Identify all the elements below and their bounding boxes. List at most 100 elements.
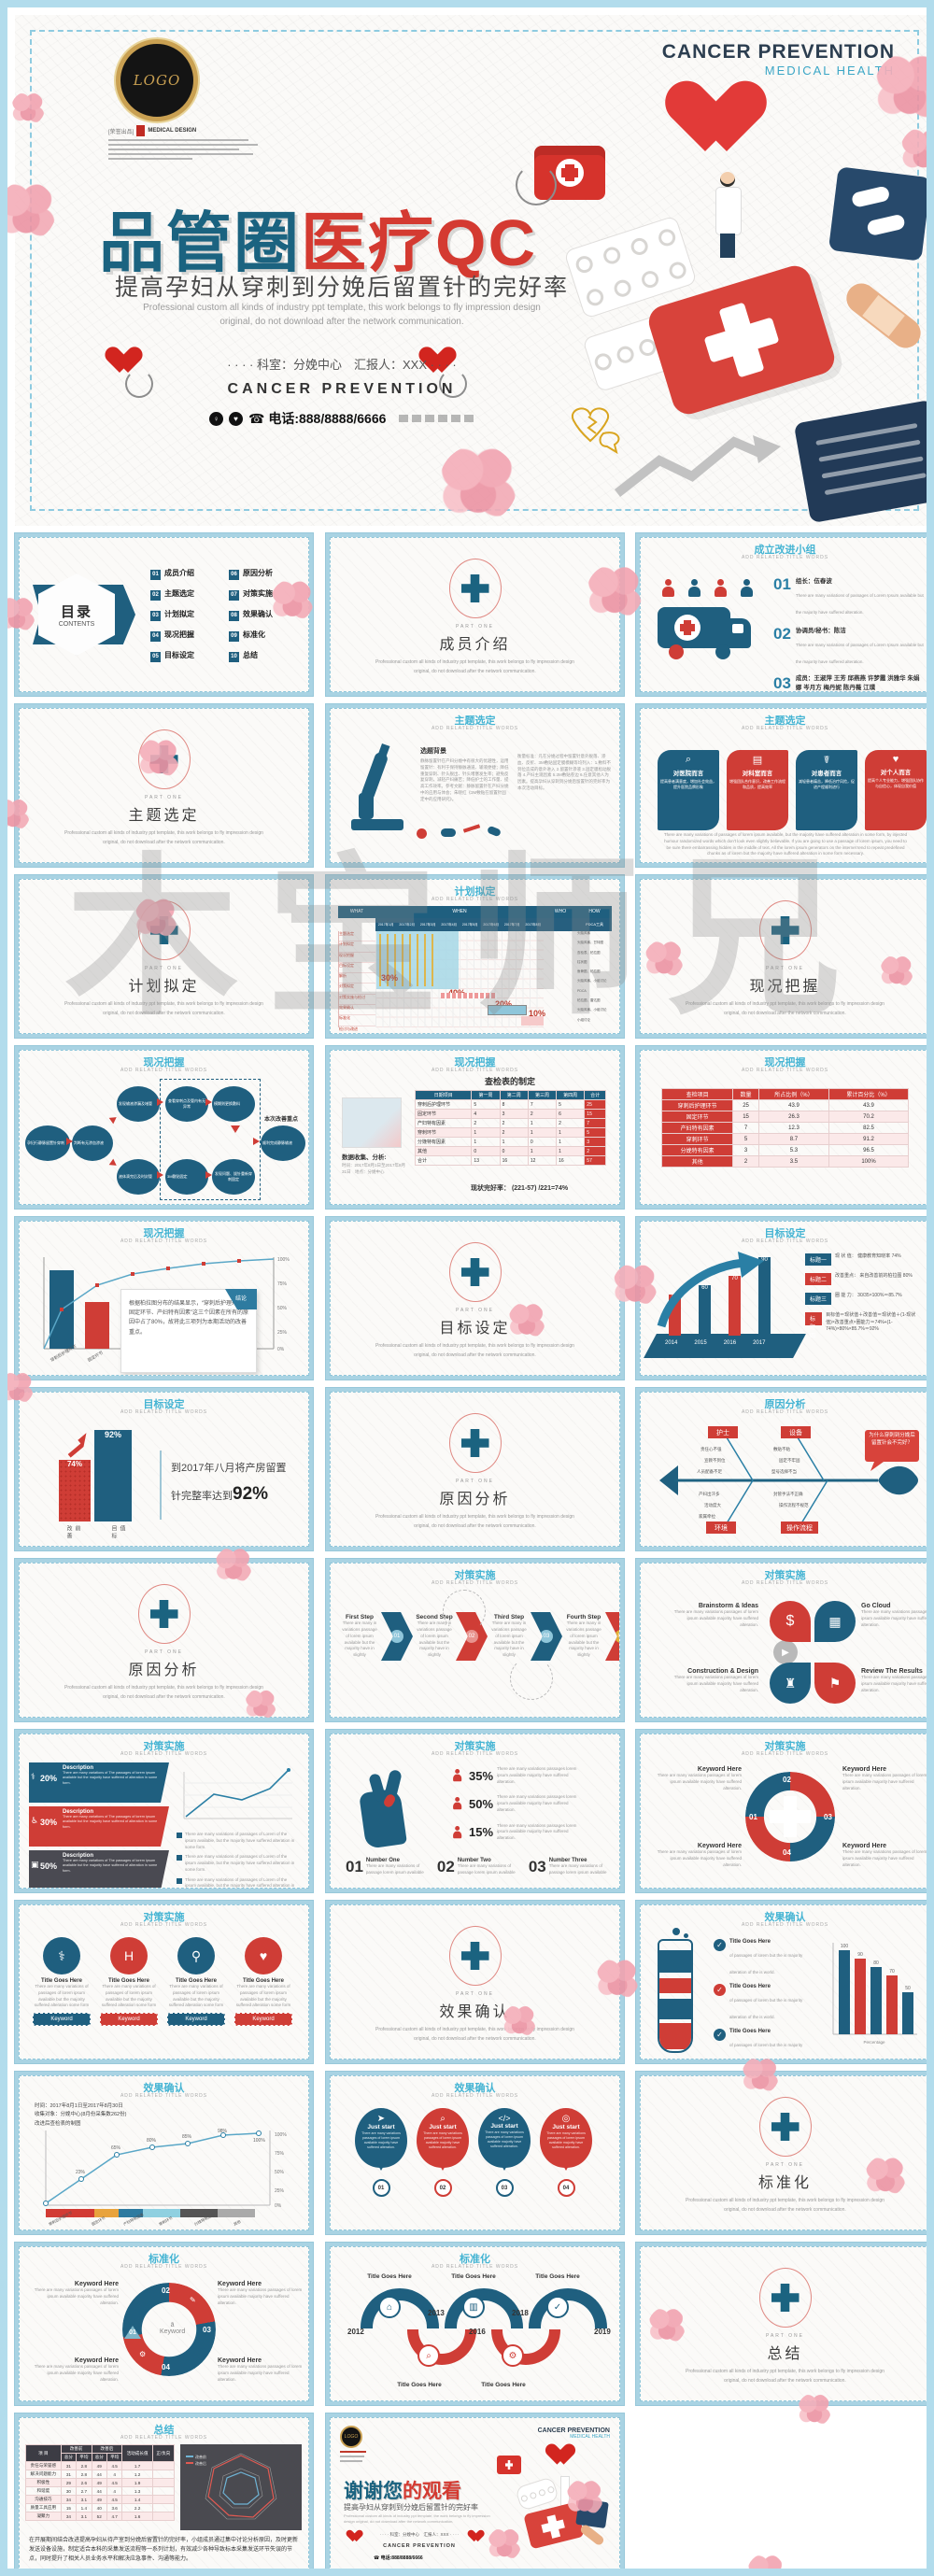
svg-text:100%: 100% xyxy=(275,2132,287,2138)
slide-28-effect-line[interactable]: 效果确认 ADD RELATED TITLE WORDS 时间：2017年8月1… xyxy=(15,2072,313,2234)
toc-item[interactable]: 03 计划拟定 xyxy=(150,609,223,630)
balloon-heart-icon xyxy=(684,82,770,168)
slide-09-section-cover[interactable]: PART ONE 现况把握 Professional custom all ki… xyxy=(636,875,927,1038)
cover-slide[interactable]: CANCER PREVENTION MEDICAL HEALTH LOGO [荣… xyxy=(15,15,927,526)
desc-banners: ⚕ 20% Description There are many variati… xyxy=(29,1762,169,1888)
gantt-chart: WHAT WHEN WHO HOW 2017年1月 2017年2月 2017年3… xyxy=(338,906,612,1031)
flower-decoration xyxy=(880,955,913,988)
first-aid-kit-icon xyxy=(497,2456,521,2474)
slide-13-pareto-chart[interactable]: 现况把握 ADD RELATED TITLE WORDS 100% 75% 50%… xyxy=(15,1217,313,1380)
flower-decoration xyxy=(742,2057,779,2094)
thanks-title: 谢谢您的观看 xyxy=(344,2481,461,2502)
toc-item[interactable]: 07 对策实施 xyxy=(229,588,302,609)
monitor-icon: ▣ xyxy=(31,1860,39,1869)
slide-03-team[interactable]: 成立改进小组 ADD RELATED TITLE WORDS 01 组长：伍春波… xyxy=(636,533,927,696)
slide-11-check-table[interactable]: 现况把握 ADD RELATED TITLE WORDS 查检表的制定 数据收集… xyxy=(326,1046,624,1209)
slide-23-hand-pcts[interactable]: 对策实施 ADD RELATED TITLE WORDS 35% There ar… xyxy=(326,1730,624,1892)
logo-text: LOGO xyxy=(133,72,181,89)
slide-12-ratio-table[interactable]: 现况把握 ADD RELATED TITLE WORDS 查检项目 数量 所占比例（… xyxy=(636,1046,927,1209)
section-title: 成员介绍 xyxy=(439,637,511,653)
step-chevron: 01 xyxy=(381,1612,413,1661)
slide-18-fishbone[interactable]: 原因分析 ADD RELATED TITLE WORDS 护士 设备 环境 操作… xyxy=(636,1388,927,1550)
svg-text:70: 70 xyxy=(889,1969,895,1974)
slide-31-cycle[interactable]: 标准化 ADD RELATED TITLE WORDS ā Keyword 02 … xyxy=(15,2243,313,2405)
svg-text:50%: 50% xyxy=(277,1306,288,1311)
slide-04-section-cover[interactable]: PART ONE 主题选定 Professional custom all ki… xyxy=(15,704,313,867)
photo-placeholder xyxy=(342,1097,402,1148)
logo-badge: LOGO xyxy=(116,39,198,121)
slide-06-four-boxes[interactable]: 主题选定 ADD RELATED TITLE WORDS ⌕ 对医院而言 提高患… xyxy=(636,704,927,867)
toc-item[interactable]: 02 主题选定 xyxy=(150,588,223,609)
slide-27-testtube-bars[interactable]: 效果确认 ADD RELATED TITLE WORDS ✓ Title Goes… xyxy=(636,1901,927,2063)
contact-icon: ♥ xyxy=(229,411,243,426)
slide-20-steps[interactable]: 对策实施 ADD RELATED TITLE WORDS First Step T… xyxy=(326,1559,624,1721)
flag-petal: ⚑ xyxy=(814,1663,856,1704)
main-title: 品管圈医疗QC xyxy=(99,191,537,285)
slide-14-section-cover[interactable]: PART ONE 目标设定 Professional custom all ki… xyxy=(326,1217,624,1380)
plane-icon: ➤ xyxy=(376,2114,386,2124)
slide-subtitle: ADD RELATED TITLE WORDS xyxy=(741,555,829,560)
toc-item[interactable]: 06 原因分析 xyxy=(229,568,302,588)
slide-24-cross-swirl[interactable]: 对策实施 ADD RELATED TITLE WORDS 02 03 04 01… xyxy=(636,1730,927,1892)
gear-icon: ⚙ xyxy=(502,2344,524,2367)
keyword-button[interactable]: Keyword xyxy=(234,2013,292,2026)
gear-icon: ⚙ xyxy=(139,2350,147,2358)
building-petal: ▦ xyxy=(814,1601,856,1642)
slide-32-road-timeline[interactable]: 标准化 ADD RELATED TITLE WORDS Title Goes H… xyxy=(326,2243,624,2405)
slide-02-section-cover[interactable]: PART ONE 成员介绍 Professional custom all ki… xyxy=(326,533,624,696)
toc-item[interactable]: 09 标准化 xyxy=(229,630,302,650)
slide-30-section-cover[interactable]: PART ONE 标准化 Professional custom all kin… xyxy=(636,2072,927,2234)
svg-text:操作流程: 操作流程 xyxy=(786,1523,813,1532)
slide-26-section-cover[interactable]: PART ONE 效果确认 Professional custom all ki… xyxy=(326,1901,624,2063)
slide-16-goal-bars[interactable]: 目标设定 ADD RELATED TITLE WORDS 74% 92% 改善前… xyxy=(15,1388,313,1550)
footer-paragraph: There are many variations of passages of… xyxy=(663,832,908,856)
cross-badge xyxy=(448,559,502,618)
flow-node: 孕妇行静脉留置针穿刺 xyxy=(25,1125,70,1161)
slide-33-section-cover[interactable]: PART ONE 总结 Professional custom all kind… xyxy=(636,2243,927,2405)
target-bar: 92% xyxy=(94,1430,132,1522)
slide-01-toc[interactable]: 目录 CONTENTS 01 成员介绍 06 原因分析 02 主题选定 07 对策实施 … xyxy=(15,533,313,696)
keyword-button[interactable]: Keyword xyxy=(100,2013,158,2026)
toc-item[interactable]: 05 目标设定 xyxy=(150,650,223,671)
step-chevron: 04 xyxy=(605,1612,619,1661)
cross-badge xyxy=(448,1926,502,1986)
slide-10-flowchart[interactable]: 现况把握 ADD RELATED TITLE WORDS 孕妇行静脉留置针穿刺 … xyxy=(15,1046,313,1209)
red-stamp-icon xyxy=(136,125,146,136)
bubble-icon xyxy=(684,1933,688,1938)
bar-label: 改善前 xyxy=(65,1525,79,1540)
toc-item[interactable]: 10 总结 xyxy=(229,650,302,671)
doctor-figure xyxy=(714,172,742,284)
line-chart xyxy=(183,1768,292,1819)
cycle-center: ā Keyword xyxy=(160,2322,186,2335)
svg-text:98%: 98% xyxy=(218,2129,228,2134)
summary-paragraph: 在开展期间结合改进提高孕妇从待产室到分娩后留置针的完好率，小组成员通过集中讨论分… xyxy=(29,2538,299,2563)
slide-17-section-cover[interactable]: PART ONE 原因分析 Professional custom all ki… xyxy=(326,1388,624,1550)
slide-08-gantt[interactable]: 计划拟定 ADD RELATED TITLE WORDS WHAT WHEN W… xyxy=(326,875,624,1038)
svg-text:23%: 23% xyxy=(76,2170,86,2175)
banner: ⚕ 20% Description There are many variati… xyxy=(29,1762,169,1803)
toc-item[interactable]: 04 现况把握 xyxy=(150,630,223,650)
slide-25-four-circles[interactable]: 对策实施 ADD RELATED TITLE WORDS ⚕ Title Goe… xyxy=(15,1901,313,2063)
slide-34-summary[interactable]: 总结 ADD RELATED TITLE WORDS 项 目改善前 改善后 活动成长… xyxy=(15,2413,313,2569)
flower-decoration xyxy=(134,897,177,940)
toc-item[interactable]: 01 成员介绍 xyxy=(150,568,223,588)
bubble-icon xyxy=(672,1928,680,1935)
department-line: · · · · 科室：分娩中心 汇报人：XXX · · · · xyxy=(227,358,457,372)
slide-05-theme-background[interactable]: 主题选定 ADD RELATED TITLE WORDS 选题背景 静脉留置针在… xyxy=(326,704,624,867)
keyword-button[interactable]: Keyword xyxy=(167,2013,225,2026)
toc-item[interactable]: 08 效果确认 xyxy=(229,609,302,630)
keyword-button[interactable]: Keyword xyxy=(33,2013,91,2026)
slide-15-goal-chart[interactable]: 目标设定 ADD RELATED TITLE WORDS 2014 2015 201… xyxy=(636,1217,927,1380)
flower-decoration xyxy=(138,738,179,779)
heartbeat-icon: ♥ xyxy=(245,1937,282,1974)
slide-29-balloons[interactable]: 效果确认 ADD RELATED TITLE WORDS ➤ Just start… xyxy=(326,2072,624,2234)
slide-21-four-petals[interactable]: 对策实施 ADD RELATED TITLE WORDS ▶ $ ▦ ♜ ⚑ B… xyxy=(636,1559,927,1721)
svg-text:固定不牢固: 固定不牢固 xyxy=(779,1457,800,1464)
arrow-icon xyxy=(231,1125,240,1138)
slide-22-desc-bars[interactable]: 对策实施 ADD RELATED TITLE WORDS ⚕ 20% Descr… xyxy=(15,1730,313,1892)
table-title: 查检表的制定 xyxy=(484,1077,535,1086)
svg-text:25%: 25% xyxy=(275,2188,285,2194)
banner: ▣ 50% Description There are many variati… xyxy=(29,1850,169,1888)
svg-text:0%: 0% xyxy=(277,1347,285,1352)
svg-text:100%: 100% xyxy=(253,2138,265,2144)
